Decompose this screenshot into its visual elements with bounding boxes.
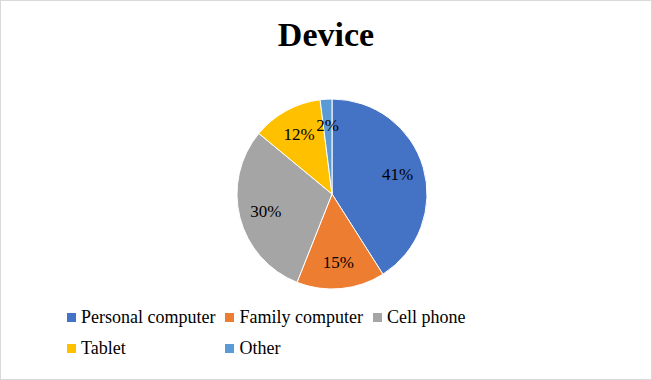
html-text:Other: Other bbox=[239, 338, 281, 358]
svg-text:30%: 30% bbox=[250, 202, 281, 221]
html-text:Personal computer: Personal computer bbox=[81, 307, 216, 327]
svg-text:15%: 15% bbox=[323, 253, 354, 272]
svg-text:41%: 41% bbox=[382, 165, 413, 184]
html-text:Family computer: Family computer bbox=[239, 307, 363, 327]
html-text:Cell phone: Cell phone bbox=[387, 307, 466, 327]
svg-text:12%: 12% bbox=[283, 125, 314, 144]
svg-text:2%: 2% bbox=[316, 116, 339, 135]
html-text:Tablet: Tablet bbox=[81, 338, 126, 358]
html-text:Device: Device bbox=[277, 16, 375, 53]
